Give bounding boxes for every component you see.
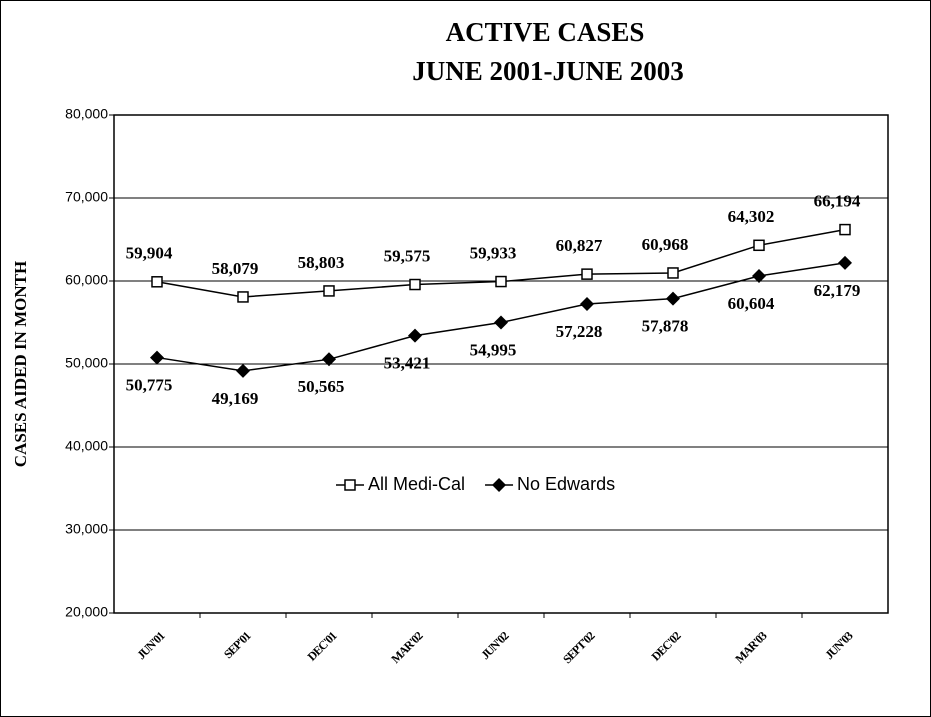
marker-diamond	[150, 350, 164, 365]
data-label: 62,179	[814, 281, 861, 300]
marker-square	[495, 275, 507, 288]
y-tick-label: 40,000	[65, 438, 108, 454]
marker-diamond	[580, 297, 594, 312]
marker-square	[753, 239, 765, 252]
y-axis-title: CASES AIDED IN MONTH	[11, 261, 30, 467]
marker-square	[581, 268, 593, 280]
data-label: 60,968	[642, 235, 689, 254]
data-label: 59,904	[126, 244, 173, 263]
data-label: 64,302	[728, 207, 775, 226]
marker-diamond	[752, 268, 766, 283]
y-tick-label: 80,000	[65, 106, 108, 122]
data-label: 57,228	[556, 322, 603, 341]
plot-frame	[113, 114, 889, 614]
marker-square	[344, 479, 356, 491]
legend-label: No Edwards	[517, 474, 615, 494]
y-tick-label: 50,000	[65, 355, 108, 371]
marker-diamond	[838, 255, 852, 270]
marker-square	[151, 276, 163, 288]
data-label: 66,194	[814, 191, 861, 210]
marker-square	[323, 285, 335, 297]
data-label: 49,169	[212, 389, 259, 408]
data-label: 58,079	[212, 259, 259, 278]
marker-diamond	[408, 328, 422, 343]
data-label: 58,803	[298, 253, 345, 272]
marker-diamond	[494, 315, 508, 330]
data-label: 54,995	[470, 340, 517, 359]
data-label: 50,775	[126, 375, 173, 394]
marker-square	[667, 267, 679, 279]
marker-square	[409, 278, 421, 291]
y-tick-label: 70,000	[65, 189, 108, 205]
marker-diamond	[236, 363, 250, 378]
data-label: 60,827	[556, 236, 603, 255]
marker-square	[237, 291, 249, 303]
data-label: 59,575	[384, 246, 431, 265]
y-tick-label: 60,000	[65, 272, 108, 288]
data-label: 60,604	[728, 294, 775, 313]
legend-label: All Medi-Cal	[368, 474, 465, 494]
chart-title: JUNE 2001-JUNE 2003	[412, 56, 684, 86]
data-label: 59,933	[470, 243, 517, 262]
marker-diamond	[666, 291, 680, 306]
data-label: 53,421	[384, 354, 431, 373]
y-tick-label: 20,000	[65, 604, 108, 620]
marker-diamond	[322, 352, 336, 367]
y-tick-label: 30,000	[65, 521, 108, 537]
marker-square	[839, 223, 851, 236]
marker-diamond	[492, 478, 507, 492]
data-label: 50,565	[298, 377, 345, 396]
chart-title: ACTIVE CASES	[446, 17, 645, 47]
data-label: 57,878	[642, 317, 689, 336]
